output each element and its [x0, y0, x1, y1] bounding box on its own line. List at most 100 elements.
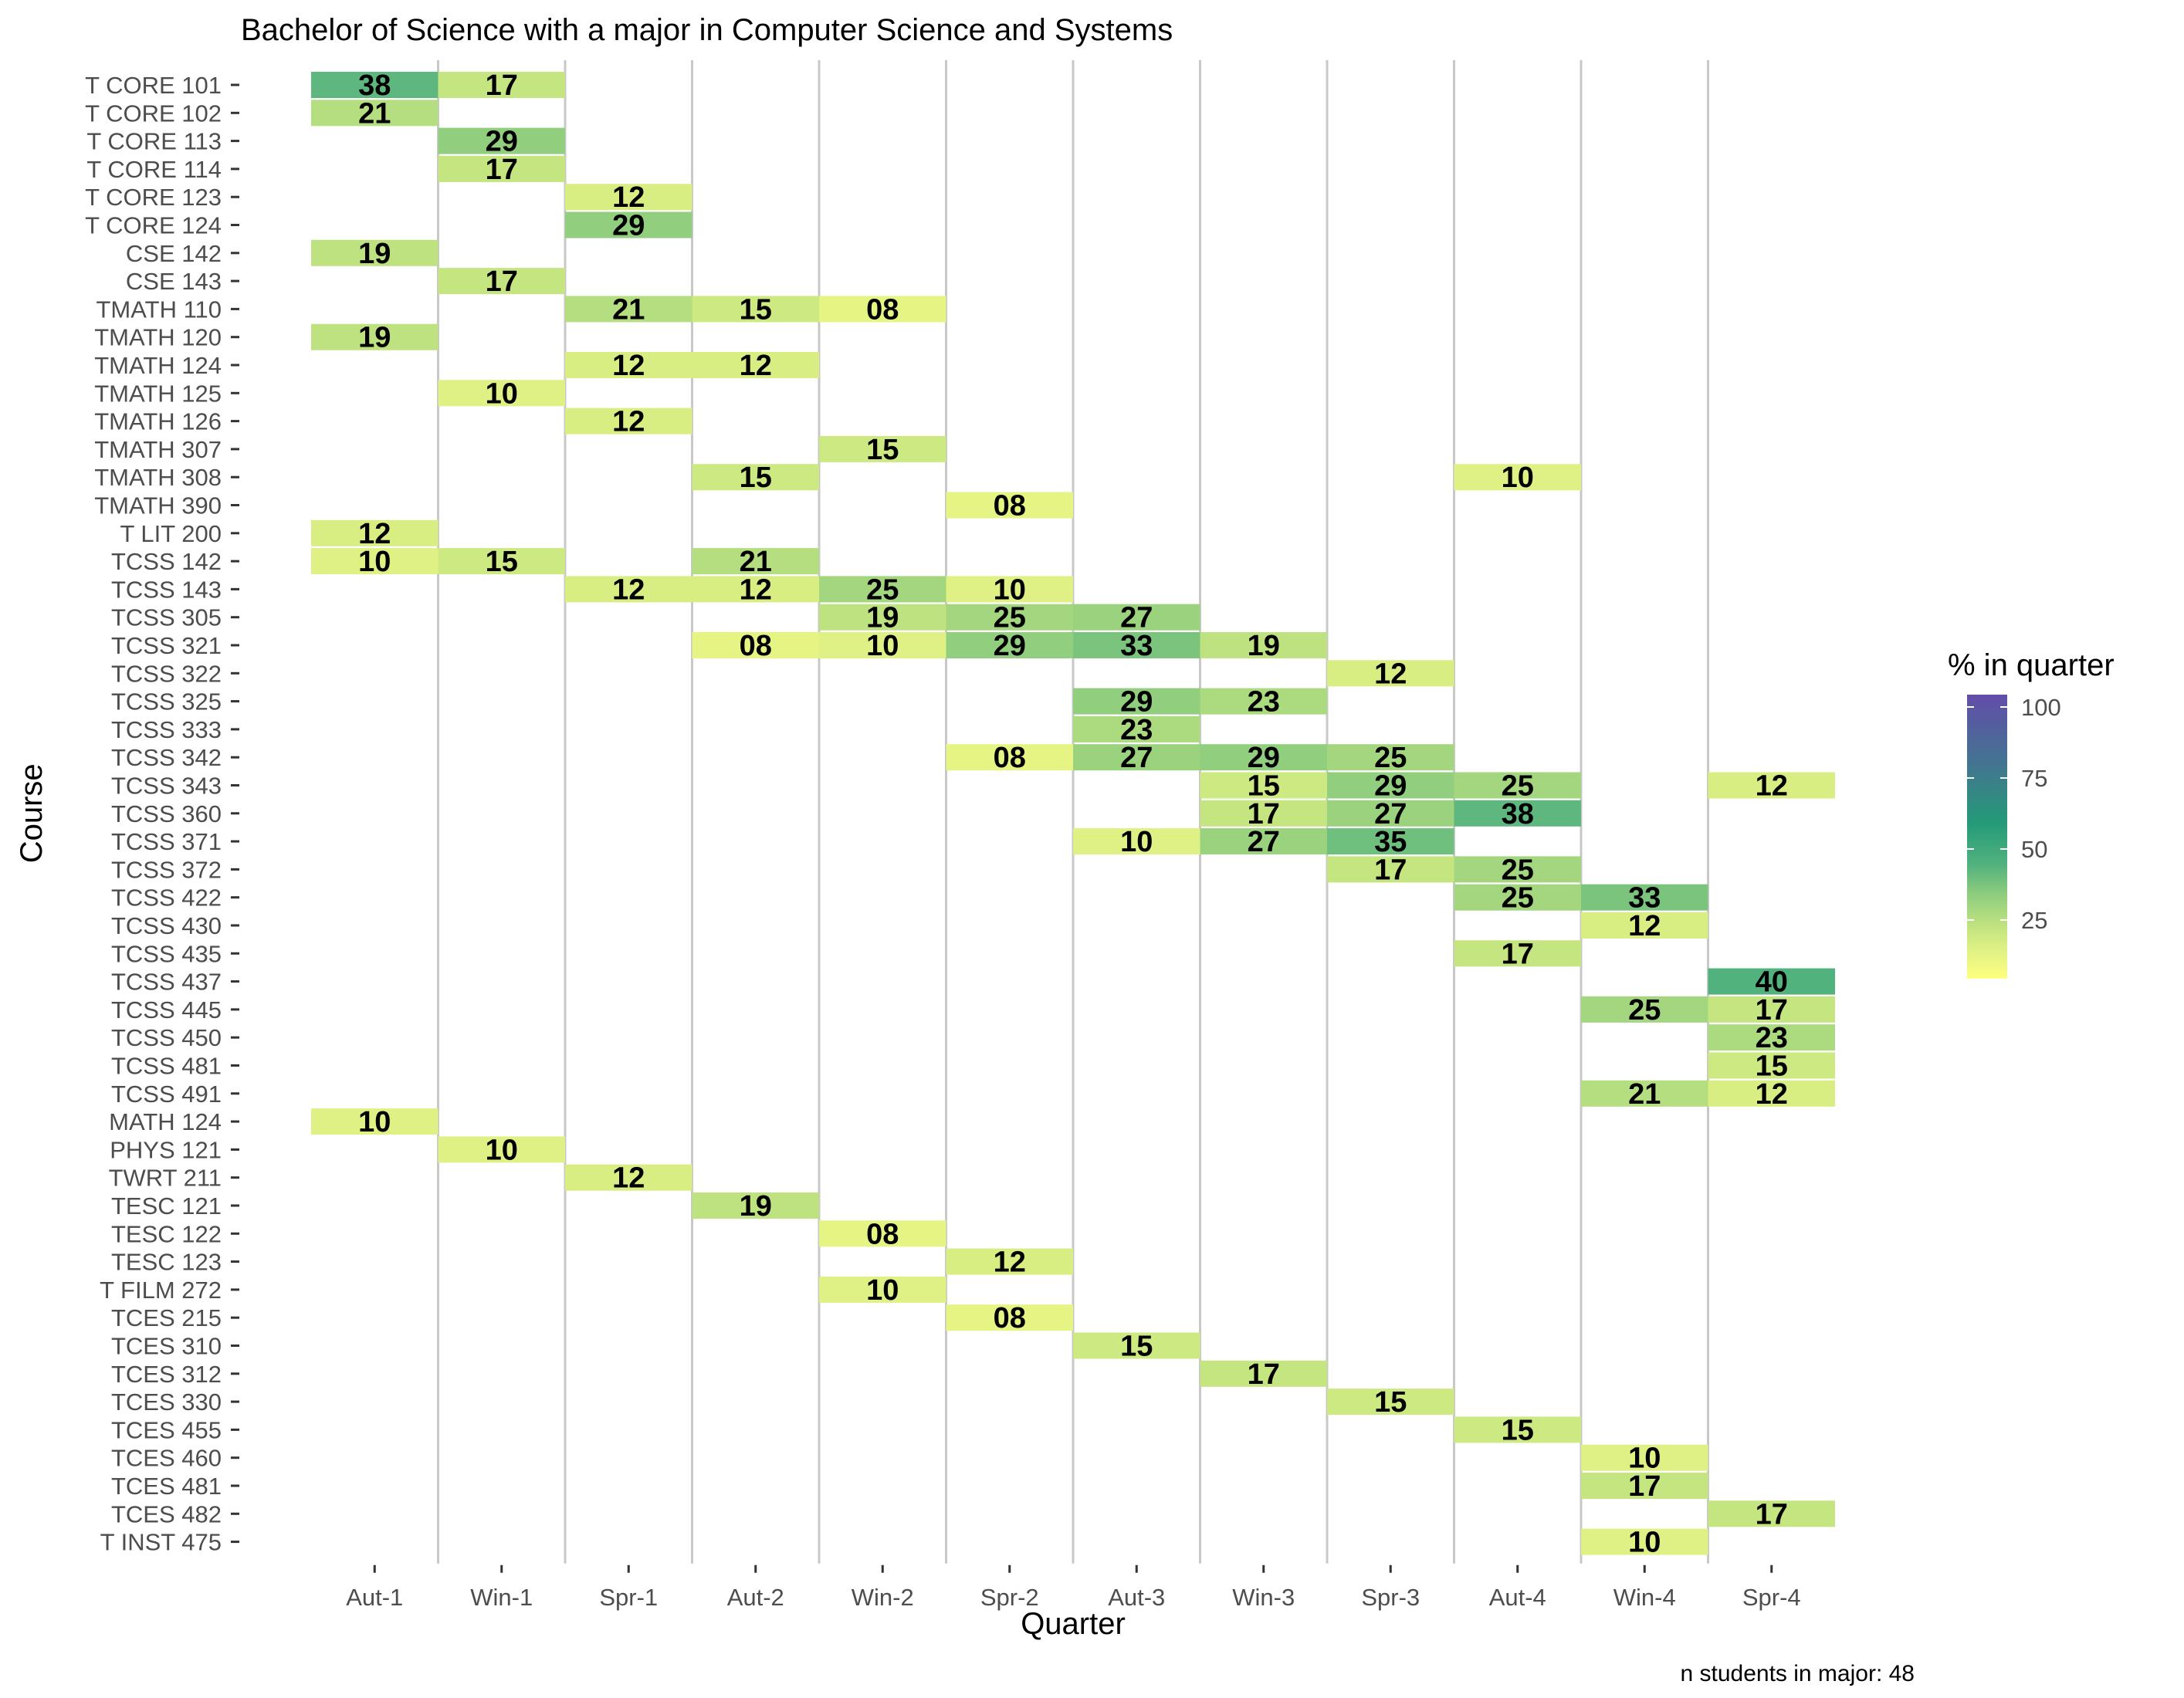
heatmap-cell — [1327, 828, 1454, 855]
cell-value-label: 08 — [994, 1302, 1026, 1334]
cell-value-label: 10 — [358, 1106, 391, 1138]
x-tick-label: Aut-2 — [727, 1584, 784, 1611]
heatmap-cell — [692, 1192, 819, 1219]
cell-value-label: 12 — [1374, 658, 1407, 690]
y-tick-label: T CORE 114 — [86, 156, 222, 183]
cell-value-label: 17 — [1756, 994, 1788, 1027]
y-tick-label: TCSS 333 — [111, 716, 222, 743]
cell-value-label: 17 — [1502, 938, 1534, 970]
cell-value-label: 08 — [994, 490, 1026, 523]
heatmap-cell — [565, 296, 692, 323]
cell-value-label: 19 — [358, 238, 391, 270]
cell-value-label: 19 — [866, 602, 899, 634]
heatmap-cell — [692, 632, 819, 658]
heatmap-cell — [1327, 856, 1454, 883]
y-tick-label: TESC 123 — [111, 1249, 222, 1276]
y-tick-label: TCSS 343 — [111, 773, 222, 800]
y-tick-label: T CORE 124 — [85, 212, 222, 239]
cell-value-label: 17 — [486, 69, 518, 102]
heatmap-cell — [1073, 828, 1200, 855]
y-tick-label: T LIT 200 — [120, 520, 222, 547]
y-tick-label: TESC 122 — [111, 1220, 222, 1247]
cell-value-label: 17 — [1756, 1498, 1788, 1531]
y-tick-label: TCES 481 — [111, 1473, 222, 1500]
heatmap-cell — [438, 155, 565, 182]
cell-value-label: 25 — [1502, 770, 1534, 803]
heatmap-cell — [438, 380, 565, 407]
cell-value-label: 12 — [612, 573, 645, 606]
heatmap-cell — [1581, 1528, 1708, 1555]
cell-value-label: 10 — [358, 546, 391, 578]
cell-value-label: 25 — [994, 602, 1026, 634]
y-tick-label: T CORE 102 — [85, 100, 222, 127]
heatmap-cell — [819, 604, 946, 631]
heatmap-cell — [1581, 996, 1708, 1023]
y-tick-label: CSE 143 — [126, 268, 222, 295]
y-tick-label: TCSS 342 — [111, 744, 222, 771]
x-tick-label: Aut-4 — [1489, 1584, 1546, 1611]
cell-value-label: 08 — [740, 630, 772, 662]
cell-value-label: 15 — [1120, 1331, 1153, 1363]
y-tick-label: TCES 482 — [111, 1500, 222, 1527]
y-tick-label: MATH 124 — [109, 1108, 222, 1135]
cell-value-label: 15 — [1756, 1050, 1788, 1083]
y-tick-label: TWRT 211 — [109, 1165, 222, 1192]
y-tick-label: TCSS 450 — [111, 1024, 222, 1051]
heatmap-cell — [311, 1108, 438, 1135]
heatmap-cell — [1327, 800, 1454, 827]
heatmap-cell — [438, 72, 565, 98]
cell-value-label: 15 — [866, 434, 899, 466]
y-tick-label: TCSS 321 — [111, 632, 222, 659]
heatmap-cell — [1581, 1444, 1708, 1471]
heatmap-cell — [819, 296, 946, 323]
cell-value-label: 15 — [740, 293, 772, 326]
heatmap-cell — [311, 100, 438, 127]
cell-value-label: 40 — [1756, 966, 1788, 999]
cell-value-label: 25 — [1374, 742, 1407, 774]
cell-value-label: 19 — [358, 322, 391, 354]
cell-value-label: 29 — [1374, 770, 1407, 803]
heatmap-cell — [946, 744, 1073, 771]
cell-value-label: 12 — [612, 1162, 645, 1195]
heatmap-cell — [819, 632, 946, 658]
y-tick-label: TCSS 435 — [111, 940, 222, 967]
y-tick-label: TCSS 437 — [111, 969, 222, 996]
cell-value-label: 08 — [866, 293, 899, 326]
cell-value-label: 23 — [1120, 714, 1153, 746]
y-tick-label: T CORE 113 — [86, 128, 222, 155]
legend-tick-label: 75 — [2021, 765, 2047, 792]
y-tick-label: TCSS 142 — [111, 548, 222, 575]
heatmap-cell — [1200, 744, 1327, 771]
legend-tick-label: 50 — [2021, 836, 2047, 863]
heatmap-cell — [819, 435, 946, 462]
y-tick-label: TCSS 305 — [111, 604, 222, 631]
y-tick-label: T CORE 123 — [85, 184, 222, 211]
heatmap-cell — [438, 1136, 565, 1163]
cell-value-label: 27 — [1374, 798, 1407, 830]
cell-value-label: 21 — [358, 97, 391, 130]
heatmap-cell — [946, 492, 1073, 519]
cell-value-label: 21 — [1628, 1078, 1661, 1111]
cell-value-label: 15 — [486, 546, 518, 578]
cell-value-label: 12 — [612, 350, 645, 382]
y-tick-label: TCES 215 — [111, 1304, 222, 1331]
heatmap-cell — [1073, 688, 1200, 715]
heatmap-cell — [1454, 884, 1581, 911]
heatmap-cell — [1708, 1500, 1835, 1527]
heatmap-cell — [1708, 1024, 1835, 1051]
heatmap-cell — [819, 1220, 946, 1247]
cell-value-label: 15 — [1374, 1386, 1407, 1419]
y-tick-label: TMATH 126 — [94, 408, 222, 435]
y-tick-label: TCSS 143 — [111, 576, 222, 603]
y-tick-label: TCSS 372 — [111, 856, 222, 883]
cell-value-label: 17 — [1248, 1358, 1280, 1391]
heatmap-cell — [946, 1248, 1073, 1275]
heatmap-cell — [819, 576, 946, 603]
legend-tick-label: 25 — [2021, 907, 2047, 934]
cell-value-label: 15 — [740, 462, 772, 494]
cell-value-label: 12 — [740, 350, 772, 382]
heatmap-cell — [692, 548, 819, 575]
y-tick-label: TCSS 445 — [111, 996, 222, 1023]
cell-value-label: 12 — [612, 181, 645, 214]
